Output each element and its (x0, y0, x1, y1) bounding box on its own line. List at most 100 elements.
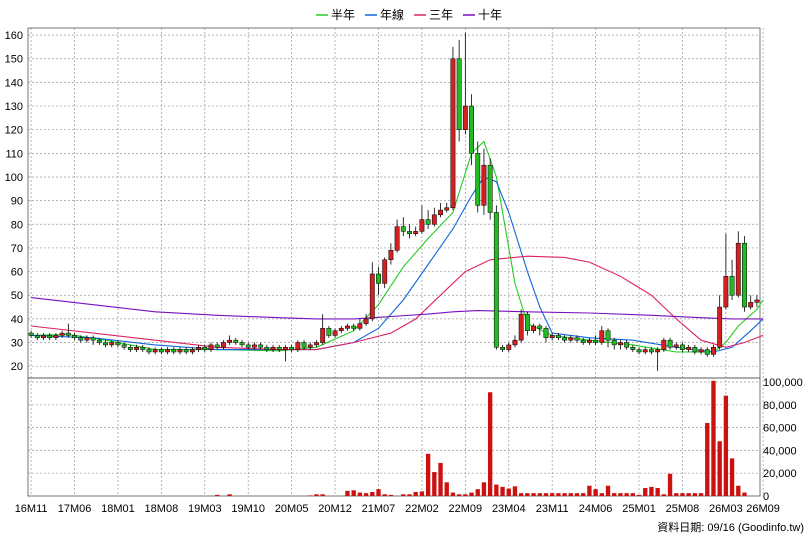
volume-bar (370, 492, 375, 496)
price-tick-label: 110 (5, 148, 23, 160)
candle-up (332, 330, 338, 336)
volume-bar (612, 493, 617, 496)
candle-up (723, 276, 729, 308)
candle-down (630, 347, 636, 350)
candle-up (549, 335, 555, 339)
volume-bars (215, 380, 747, 496)
candle-down (78, 337, 84, 341)
volume-bar (382, 494, 387, 496)
price-tick-label: 160 (5, 30, 23, 42)
candle-down (376, 273, 381, 284)
volume-bar (537, 493, 542, 496)
candle-up (642, 349, 648, 353)
candle-down (407, 231, 412, 234)
volume-bar (643, 488, 648, 496)
ma-line-三年 (31, 255, 764, 351)
volume-bar (227, 494, 232, 496)
candle-up (568, 337, 574, 341)
volume-bar (624, 493, 629, 496)
candle-down (400, 226, 406, 232)
candle-down (611, 339, 617, 346)
x-tick-label: 26M03 (709, 503, 743, 515)
volume-bar (506, 488, 511, 496)
volume-bar (711, 380, 716, 496)
volume-bar (636, 494, 642, 496)
candle-down (121, 344, 127, 348)
x-tick-label: 26M09 (746, 503, 780, 515)
volume-tick-label: 80,000 (763, 400, 797, 412)
candle-up (196, 347, 202, 350)
candle-down (245, 344, 251, 348)
price-tick-label: 20 (11, 361, 23, 373)
candle-down (103, 342, 108, 346)
candle-up (189, 349, 195, 353)
candle-up (252, 344, 257, 348)
volume-bar (599, 493, 604, 496)
volume-bar (407, 494, 412, 496)
x-tick-label: 16M11 (15, 503, 48, 515)
volume-bar (723, 395, 729, 496)
candle-down (65, 332, 71, 336)
candle-down (233, 339, 239, 343)
candle-up (512, 339, 518, 346)
candle-down (667, 339, 673, 348)
volume-bar (357, 492, 363, 496)
volume-bar (574, 493, 580, 496)
volume-bar (550, 493, 555, 496)
price-tick-label: 90 (11, 196, 23, 208)
volume-bar (376, 489, 381, 496)
candle-down (351, 325, 357, 329)
candle-up (438, 209, 443, 216)
candle-up (220, 342, 226, 348)
candle-down (258, 344, 264, 348)
candle-down (28, 332, 34, 336)
candle-up (686, 347, 692, 350)
candle-up (599, 330, 605, 343)
legend: 半年 年線 三年 十年 (316, 7, 502, 22)
candlesticks (28, 32, 760, 371)
candle-up (208, 344, 214, 350)
price-tick-label: 40 (11, 314, 23, 326)
candle-down (127, 347, 133, 350)
candle-down (276, 347, 282, 350)
x-tick-label: 25M01 (622, 503, 656, 515)
volume-bar (531, 493, 536, 496)
volume-bar (742, 492, 747, 496)
candle-up (369, 273, 375, 320)
x-tick-label: 18M01 (101, 503, 135, 515)
price-tick-label: 150 (5, 54, 23, 66)
volume-bar (401, 494, 406, 496)
volume-tick-label: 40,000 (763, 445, 797, 457)
volume-bar (705, 423, 710, 496)
candle-down (636, 349, 642, 353)
volume-bar (419, 491, 425, 496)
candle-down (47, 335, 53, 339)
candle-up (152, 349, 158, 353)
volume-bar (475, 489, 480, 496)
volume-bar (481, 482, 487, 496)
candle-down (34, 335, 40, 339)
volume-bar (345, 490, 350, 496)
volume-bar (525, 493, 530, 496)
volume-bar (413, 492, 418, 496)
volume-bar (630, 493, 636, 496)
candle-down (555, 335, 561, 339)
candle-up (717, 306, 723, 348)
volume-bar (320, 494, 325, 496)
candle-up (134, 347, 139, 350)
candle-up (363, 318, 369, 324)
candle-down (289, 347, 295, 350)
volume-bar (469, 492, 474, 496)
volume-tick-label: 100,000 (763, 377, 803, 389)
volume-bar (655, 488, 660, 496)
volume-axis-labels: 0 20,000 40,000 60,000 80,000 100,000 (763, 377, 803, 503)
x-tick-label: 21M07 (362, 503, 396, 515)
volume-bar (314, 494, 319, 496)
volume-bar (618, 493, 623, 496)
price-tick-label: 140 (5, 77, 23, 89)
volume-bar (463, 494, 468, 496)
volume-bar (500, 486, 505, 496)
volume-bar (680, 493, 685, 496)
candle-down (425, 219, 431, 225)
